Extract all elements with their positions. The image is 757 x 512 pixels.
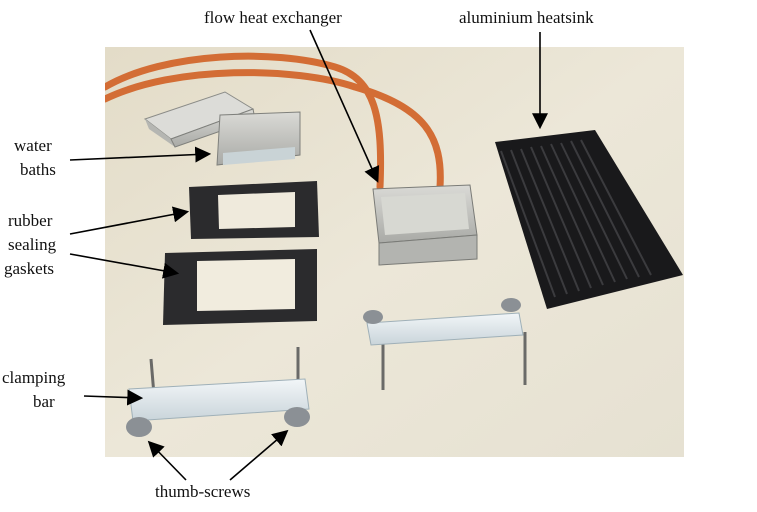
label-water-baths-line1: water	[14, 136, 52, 155]
heatsink	[495, 130, 683, 309]
label-clamping-bar-line2: bar	[33, 392, 55, 411]
label-flow-heat-exchanger: flow heat exchanger	[204, 8, 342, 27]
water-bath-2	[216, 111, 301, 166]
label-clamping-bar-line1: clamping	[2, 368, 66, 387]
flow-heat-exchanger-box	[372, 184, 478, 266]
label-aluminium-heatsink: aluminium heatsink	[459, 8, 594, 27]
label-water-baths-line2: baths	[20, 160, 56, 179]
label-rubber-gaskets-line2: sealing	[8, 235, 57, 254]
component-photo	[105, 47, 684, 457]
rubber-gasket-2	[163, 249, 317, 325]
label-rubber-gaskets-line3: gaskets	[4, 259, 55, 278]
label-rubber-gaskets-line1: rubber	[8, 211, 53, 230]
clamping-bar-large	[126, 347, 310, 437]
rubber-gasket-1	[189, 181, 319, 239]
clamping-bar-small	[363, 298, 527, 390]
photo-illustration	[105, 47, 684, 457]
label-thumb-screws: thumb-screws	[155, 482, 251, 501]
